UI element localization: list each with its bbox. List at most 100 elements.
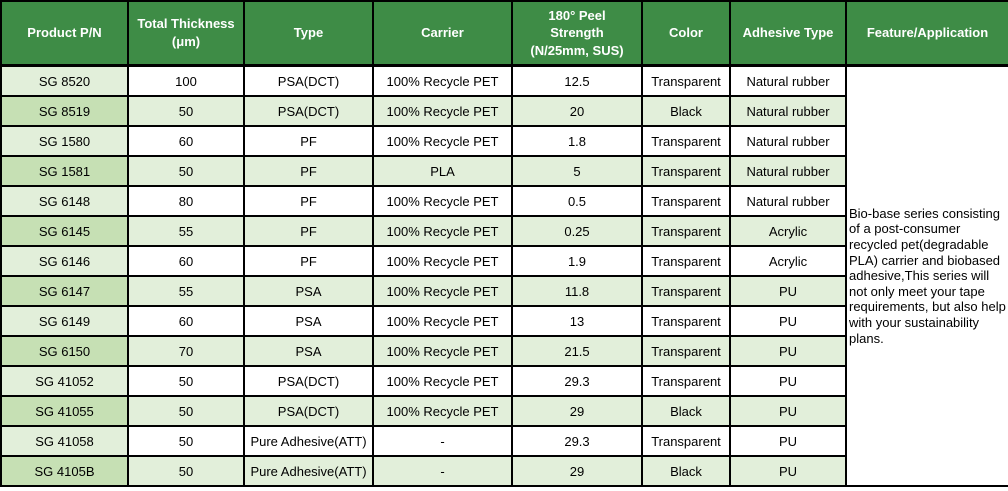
cell-color: Transparent [641, 335, 731, 367]
table-row: SG 6149 60 PSA 100% Recycle PET 13 Transparen… [0, 305, 1008, 337]
cell-carrier: 100% Recycle PET [372, 305, 513, 337]
cell-peel_strength: 1.9 [511, 245, 643, 277]
header-total-thickness: Total Thickness (μm) [127, 0, 245, 67]
cell-peel_strength: 1.8 [511, 125, 643, 157]
header-feature-application: Feature/Application [845, 0, 1008, 67]
cell-product_pn: SG 6149 [0, 305, 129, 337]
cell-product_pn: SG 8520 [0, 64, 129, 97]
cell-carrier: 100% Recycle PET [372, 95, 513, 127]
cell-color: Transparent [641, 305, 731, 337]
cell-color: Black [641, 95, 731, 127]
cell-total_thickness_um: 100 [127, 64, 245, 97]
cell-color: Transparent [641, 215, 731, 247]
cell-product_pn: SG 6147 [0, 275, 129, 307]
cell-total_thickness_um: 50 [127, 395, 245, 427]
cell-color: Transparent [641, 185, 731, 217]
cell-total_thickness_um: 50 [127, 155, 245, 187]
cell-adhesive_type: PU [729, 365, 847, 397]
cell-carrier: 100% Recycle PET [372, 215, 513, 247]
cell-total_thickness_um: 55 [127, 275, 245, 307]
cell-color: Black [641, 395, 731, 427]
cell-carrier: 100% Recycle PET [372, 245, 513, 277]
table-row: SG 6150 70 PSA 100% Recycle PET 21.5 Transpar… [0, 335, 1008, 367]
cell-type: PSA [243, 305, 374, 337]
cell-peel_strength: 29.3 [511, 365, 643, 397]
cell-total_thickness_um: 50 [127, 95, 245, 127]
cell-color: Transparent [641, 275, 731, 307]
cell-adhesive_type: Natural rubber [729, 64, 847, 97]
cell-peel_strength: 12.5 [511, 64, 643, 97]
cell-product_pn: SG 8519 [0, 95, 129, 127]
cell-adhesive_type: Natural rubber [729, 125, 847, 157]
table-row: SG 1580 60 PF 100% Recycle PET 1.8 Transparen… [0, 125, 1008, 157]
cell-adhesive_type: PU [729, 335, 847, 367]
cell-peel_strength: 29.3 [511, 425, 643, 457]
cell-total_thickness_um: 50 [127, 425, 245, 457]
table-row: SG 8520 100 PSA(DCT) 100% Recycle PET 12.5 Tr… [0, 64, 1008, 487]
cell-product_pn: SG 1581 [0, 155, 129, 187]
cell-adhesive_type: PU [729, 425, 847, 457]
cell-product_pn: SG 6145 [0, 215, 129, 247]
cell-type: PSA(DCT) [243, 395, 374, 427]
cell-total_thickness_um: 50 [127, 365, 245, 397]
cell-color: Transparent [641, 245, 731, 277]
cell-carrier: 100% Recycle PET [372, 335, 513, 367]
cell-type: PF [243, 245, 374, 277]
header-peel-strength: 180° Peel Strength (N/25mm, SUS) [511, 0, 643, 67]
cell-peel_strength: 29 [511, 455, 643, 487]
cell-type: PSA(DCT) [243, 365, 374, 397]
header-color: Color [641, 0, 731, 67]
cell-product_pn: SG 41052 [0, 365, 129, 397]
cell-peel_strength: 0.5 [511, 185, 643, 217]
header-row: Product P/N Total Thickness (μm) Type Ca… [0, 0, 1008, 67]
cell-type: PF [243, 155, 374, 187]
table-row: SG 8519 50 PSA(DCT) 100% Recycle PET 20 Black… [0, 95, 1008, 127]
cell-adhesive_type: Natural rubber [729, 185, 847, 217]
cell-peel_strength: 13 [511, 305, 643, 337]
cell-color: Black [641, 455, 731, 487]
cell-carrier: 100% Recycle PET [372, 64, 513, 97]
cell-product_pn: SG 41055 [0, 395, 129, 427]
cell-peel_strength: 21.5 [511, 335, 643, 367]
cell-adhesive_type: Natural rubber [729, 95, 847, 127]
cell-peel_strength: 20 [511, 95, 643, 127]
cell-peel_strength: 5 [511, 155, 643, 187]
cell-type: PF [243, 215, 374, 247]
cell-type: PF [243, 125, 374, 157]
header-product-pn: Product P/N [0, 0, 129, 67]
cell-carrier: PLA [372, 155, 513, 187]
header-type: Type [243, 0, 374, 67]
table-row: SG 6147 55 PSA 100% Recycle PET 11.8 Transpar… [0, 275, 1008, 307]
cell-total_thickness_um: 80 [127, 185, 245, 217]
cell-color: Transparent [641, 425, 731, 457]
cell-adhesive_type: Acrylic [729, 245, 847, 277]
cell-carrier: - [372, 425, 513, 457]
cell-total_thickness_um: 60 [127, 125, 245, 157]
cell-carrier: 100% Recycle PET [372, 395, 513, 427]
cell-total_thickness_um: 60 [127, 245, 245, 277]
cell-carrier: 100% Recycle PET [372, 365, 513, 397]
cell-color: Transparent [641, 125, 731, 157]
cell-type: PSA(DCT) [243, 95, 374, 127]
cell-type: PSA [243, 335, 374, 367]
cell-peel_strength: 11.8 [511, 275, 643, 307]
cell-adhesive_type: PU [729, 305, 847, 337]
table-row: SG 41052 50 PSA(DCT) 100% Recycle PET 29.3 Tr… [0, 365, 1008, 397]
cell-adhesive_type: PU [729, 455, 847, 487]
cell-carrier: 100% Recycle PET [372, 125, 513, 157]
cell-total_thickness_um: 60 [127, 305, 245, 337]
cell-adhesive_type: Acrylic [729, 215, 847, 247]
cell-product_pn: SG 6146 [0, 245, 129, 277]
cell-product_pn: SG 6148 [0, 185, 129, 217]
cell-product_pn: SG 1580 [0, 125, 129, 157]
cell-product_pn: SG 6150 [0, 335, 129, 367]
cell-type: PSA(DCT) [243, 64, 374, 97]
cell-adhesive_type: PU [729, 395, 847, 427]
cell-color: Transparent [641, 365, 731, 397]
header-carrier: Carrier [372, 0, 513, 67]
cell-total_thickness_um: 55 [127, 215, 245, 247]
table-row: SG 4105B 50 Pure Adhesive(ATT) -29 Black PU [0, 455, 1008, 487]
table-row: SG 6146 60 PF 100% Recycle PET 1.9 Transparen… [0, 245, 1008, 277]
cell-peel_strength: 0.25 [511, 215, 643, 247]
